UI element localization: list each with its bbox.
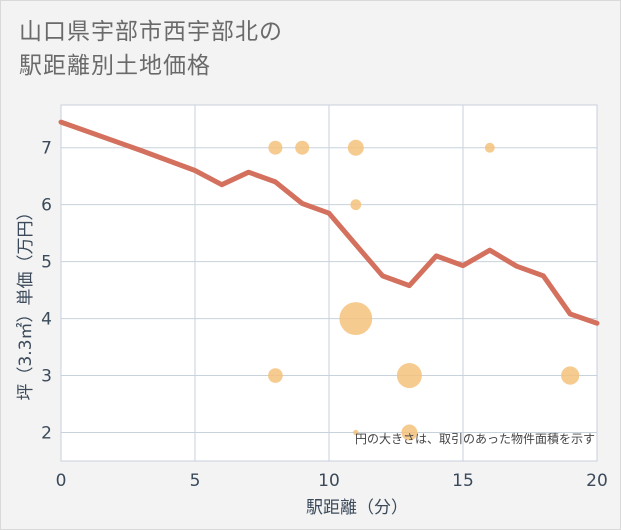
x-tick-label-2: 10 (318, 471, 340, 491)
chart-title: 山口県宇部市西宇部北の 駅距離別土地価格 (19, 15, 283, 83)
y-tick-label-0: 2 (41, 424, 52, 444)
bubble-point-6 (268, 368, 283, 383)
x-axis-title: 駅距離（分） (306, 498, 408, 518)
y-tick-label-3: 5 (41, 253, 52, 273)
bubble-point-8 (561, 366, 580, 385)
bubble-point-9 (353, 429, 359, 436)
y-tick-label-1: 3 (41, 367, 52, 387)
chart-title-line1: 山口県宇部市西宇部北の (19, 19, 283, 45)
y-tick-label-4: 6 (41, 196, 52, 216)
y-tick-label-2: 4 (41, 310, 52, 330)
x-tick-label-3: 15 (452, 471, 474, 491)
x-tick-label-0: 0 (56, 471, 67, 491)
x-tick-label-1: 5 (190, 471, 201, 491)
bubble-point-4 (350, 199, 362, 211)
x-tick-labels: 0 5 10 15 20 (56, 471, 608, 491)
bubble-point-2 (347, 139, 364, 156)
bubble-point-7 (396, 363, 422, 389)
y-tick-labels: 2 3 4 5 6 7 (41, 139, 52, 444)
bubble-point-1 (295, 140, 310, 155)
x-tick-label-4: 20 (586, 471, 608, 491)
bubble-size-note: 円の大きさは、取引のあった物件面積を示す (355, 431, 595, 446)
gridlines (60, 105, 598, 461)
bubble-series (268, 139, 580, 441)
bubble-point-3 (484, 142, 495, 153)
chart-title-line2: 駅距離別土地価格 (19, 53, 211, 79)
y-tick-label-5: 7 (41, 139, 52, 159)
price-trend-line (58, 119, 600, 326)
bubble-point-10 (401, 424, 418, 441)
bubble-point-0 (268, 140, 283, 155)
y-axis-title: 坪（3.3㎡）単価（万円） (16, 203, 36, 400)
bubble-point-5 (339, 302, 373, 336)
line-series (58, 119, 600, 326)
